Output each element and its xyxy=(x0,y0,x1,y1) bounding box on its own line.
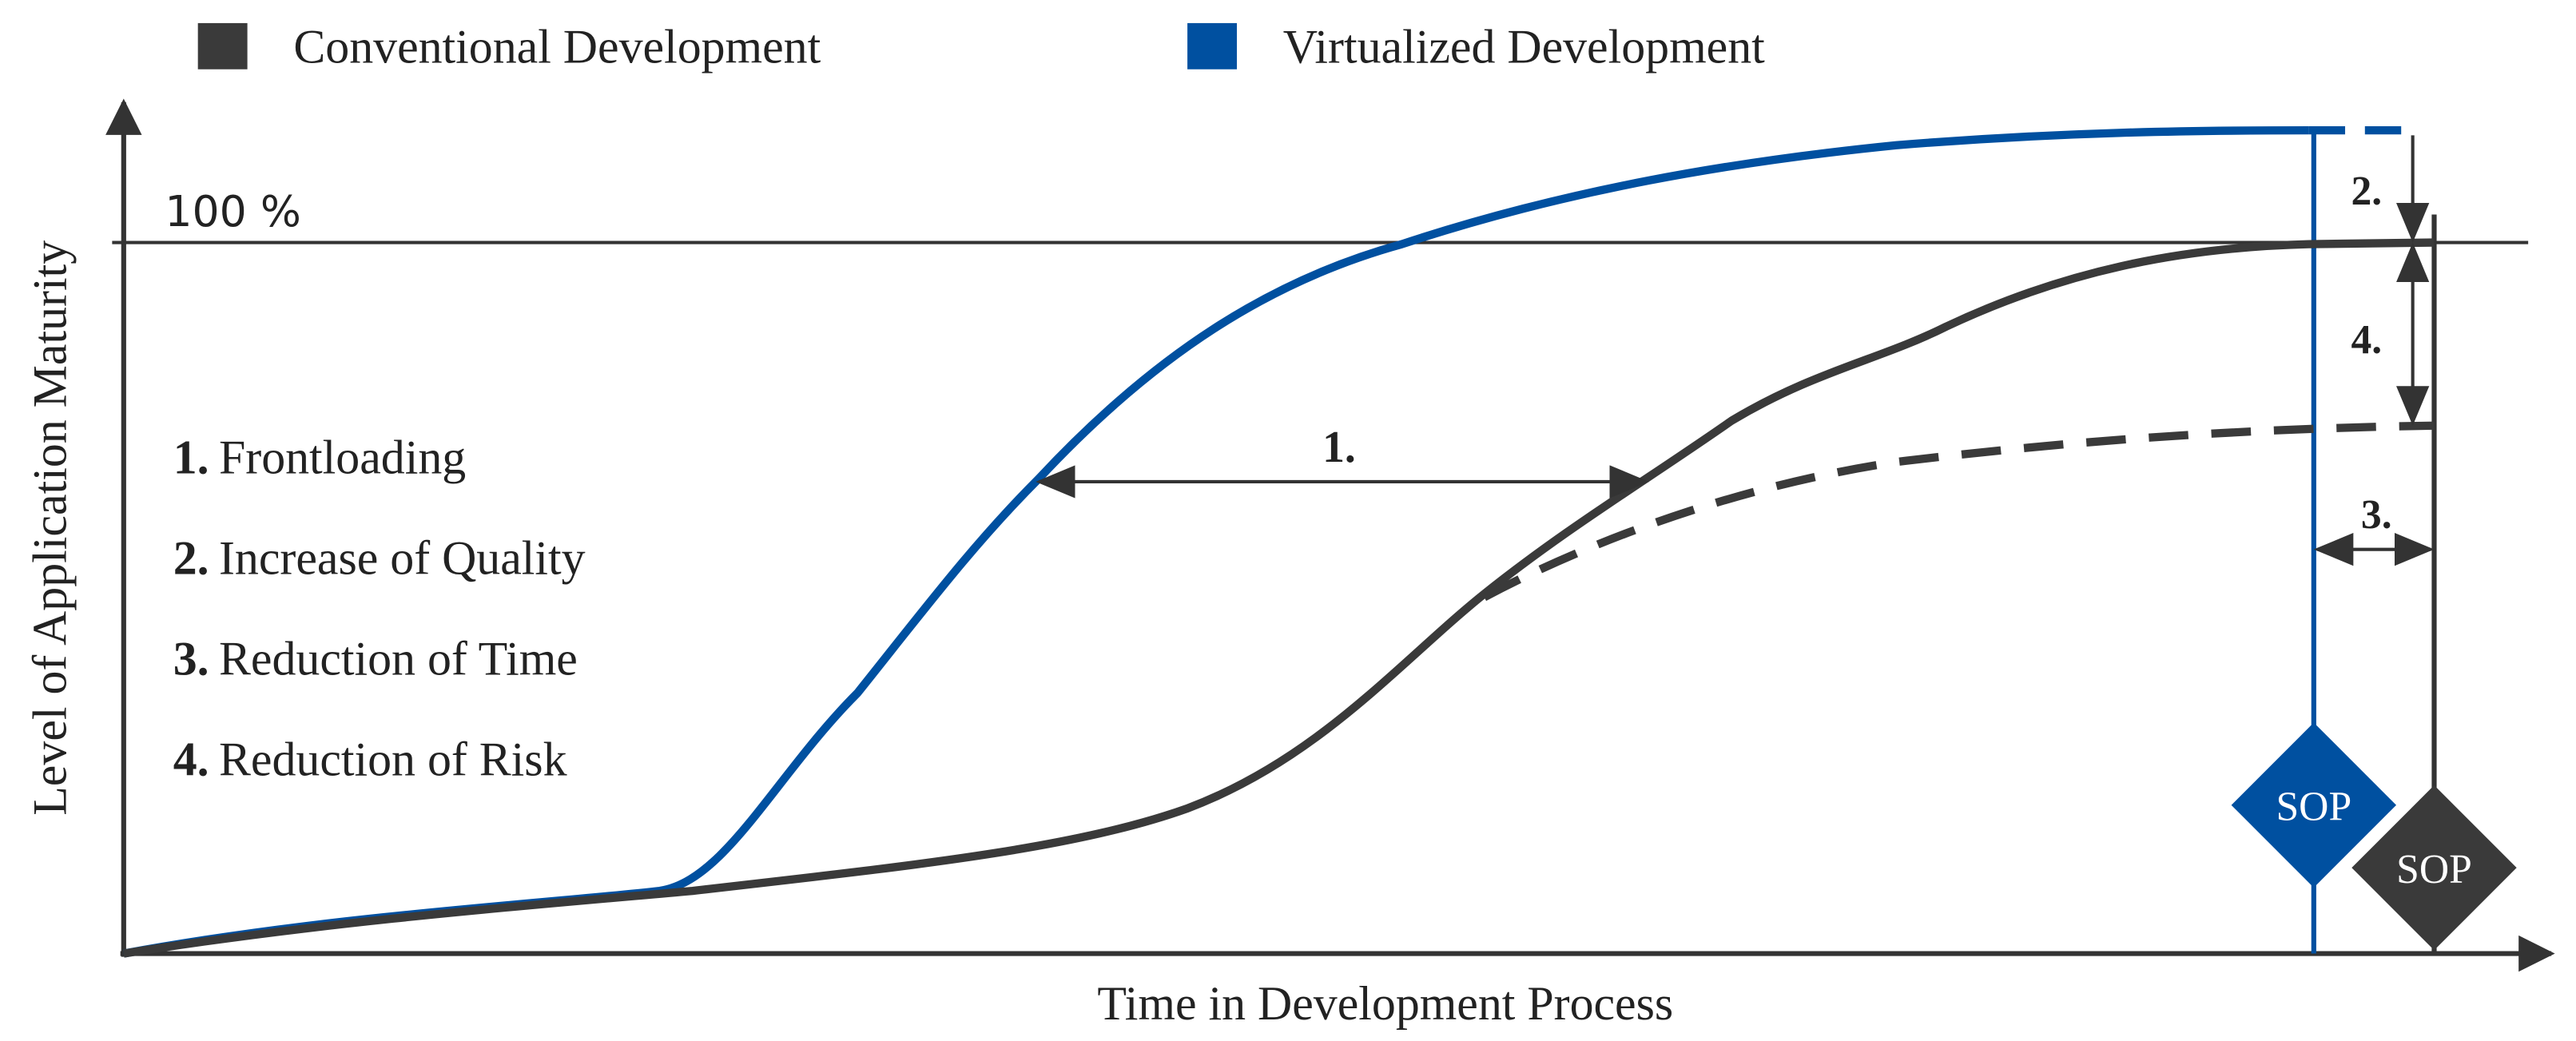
conventional-risk-curve xyxy=(1482,421,2435,602)
y-axis-label: Level of Application Maturity xyxy=(24,240,77,816)
list-number: 2. xyxy=(173,532,209,585)
legend-swatch xyxy=(1187,22,1238,70)
annotation: 1. xyxy=(1322,423,1356,472)
list-number: 4. xyxy=(173,733,209,786)
list-item: 2. Increase of Quality xyxy=(173,532,586,585)
list-text: Frontloading xyxy=(219,431,466,484)
sop-diamond xyxy=(2231,722,2397,888)
annotation: 2. xyxy=(2351,169,2383,214)
annotation: 4. xyxy=(2351,317,2383,363)
list-item: 3. Reduction of Time xyxy=(173,633,578,685)
legend-swatch xyxy=(197,22,248,70)
list-item: 1. Frontloading xyxy=(173,431,466,484)
list-number: 3. xyxy=(173,633,209,685)
benefit-list: 1. Frontloading 2. Increase of Quality 3. R… xyxy=(173,431,586,786)
annotation: 3. xyxy=(2361,492,2392,538)
list-text: Reduction of Risk xyxy=(219,733,567,786)
sop-label: SOP xyxy=(2276,784,2351,829)
list-item: 4. Reduction of Risk xyxy=(173,733,567,786)
list-text: Increase of Quality xyxy=(219,532,586,585)
list-text: Reduction of Time xyxy=(219,633,578,685)
legend-label: Conventional Development xyxy=(293,20,821,73)
conventional-curve xyxy=(122,238,2435,958)
sop-diamond xyxy=(2351,785,2517,951)
sop-label: SOP xyxy=(2396,847,2472,892)
reference-label: 100 % xyxy=(165,186,300,236)
list-number: 1. xyxy=(173,431,209,484)
x-axis-label: Time in Development Process xyxy=(1097,977,1673,1030)
legend-label: Virtualized Development xyxy=(1283,20,1765,73)
